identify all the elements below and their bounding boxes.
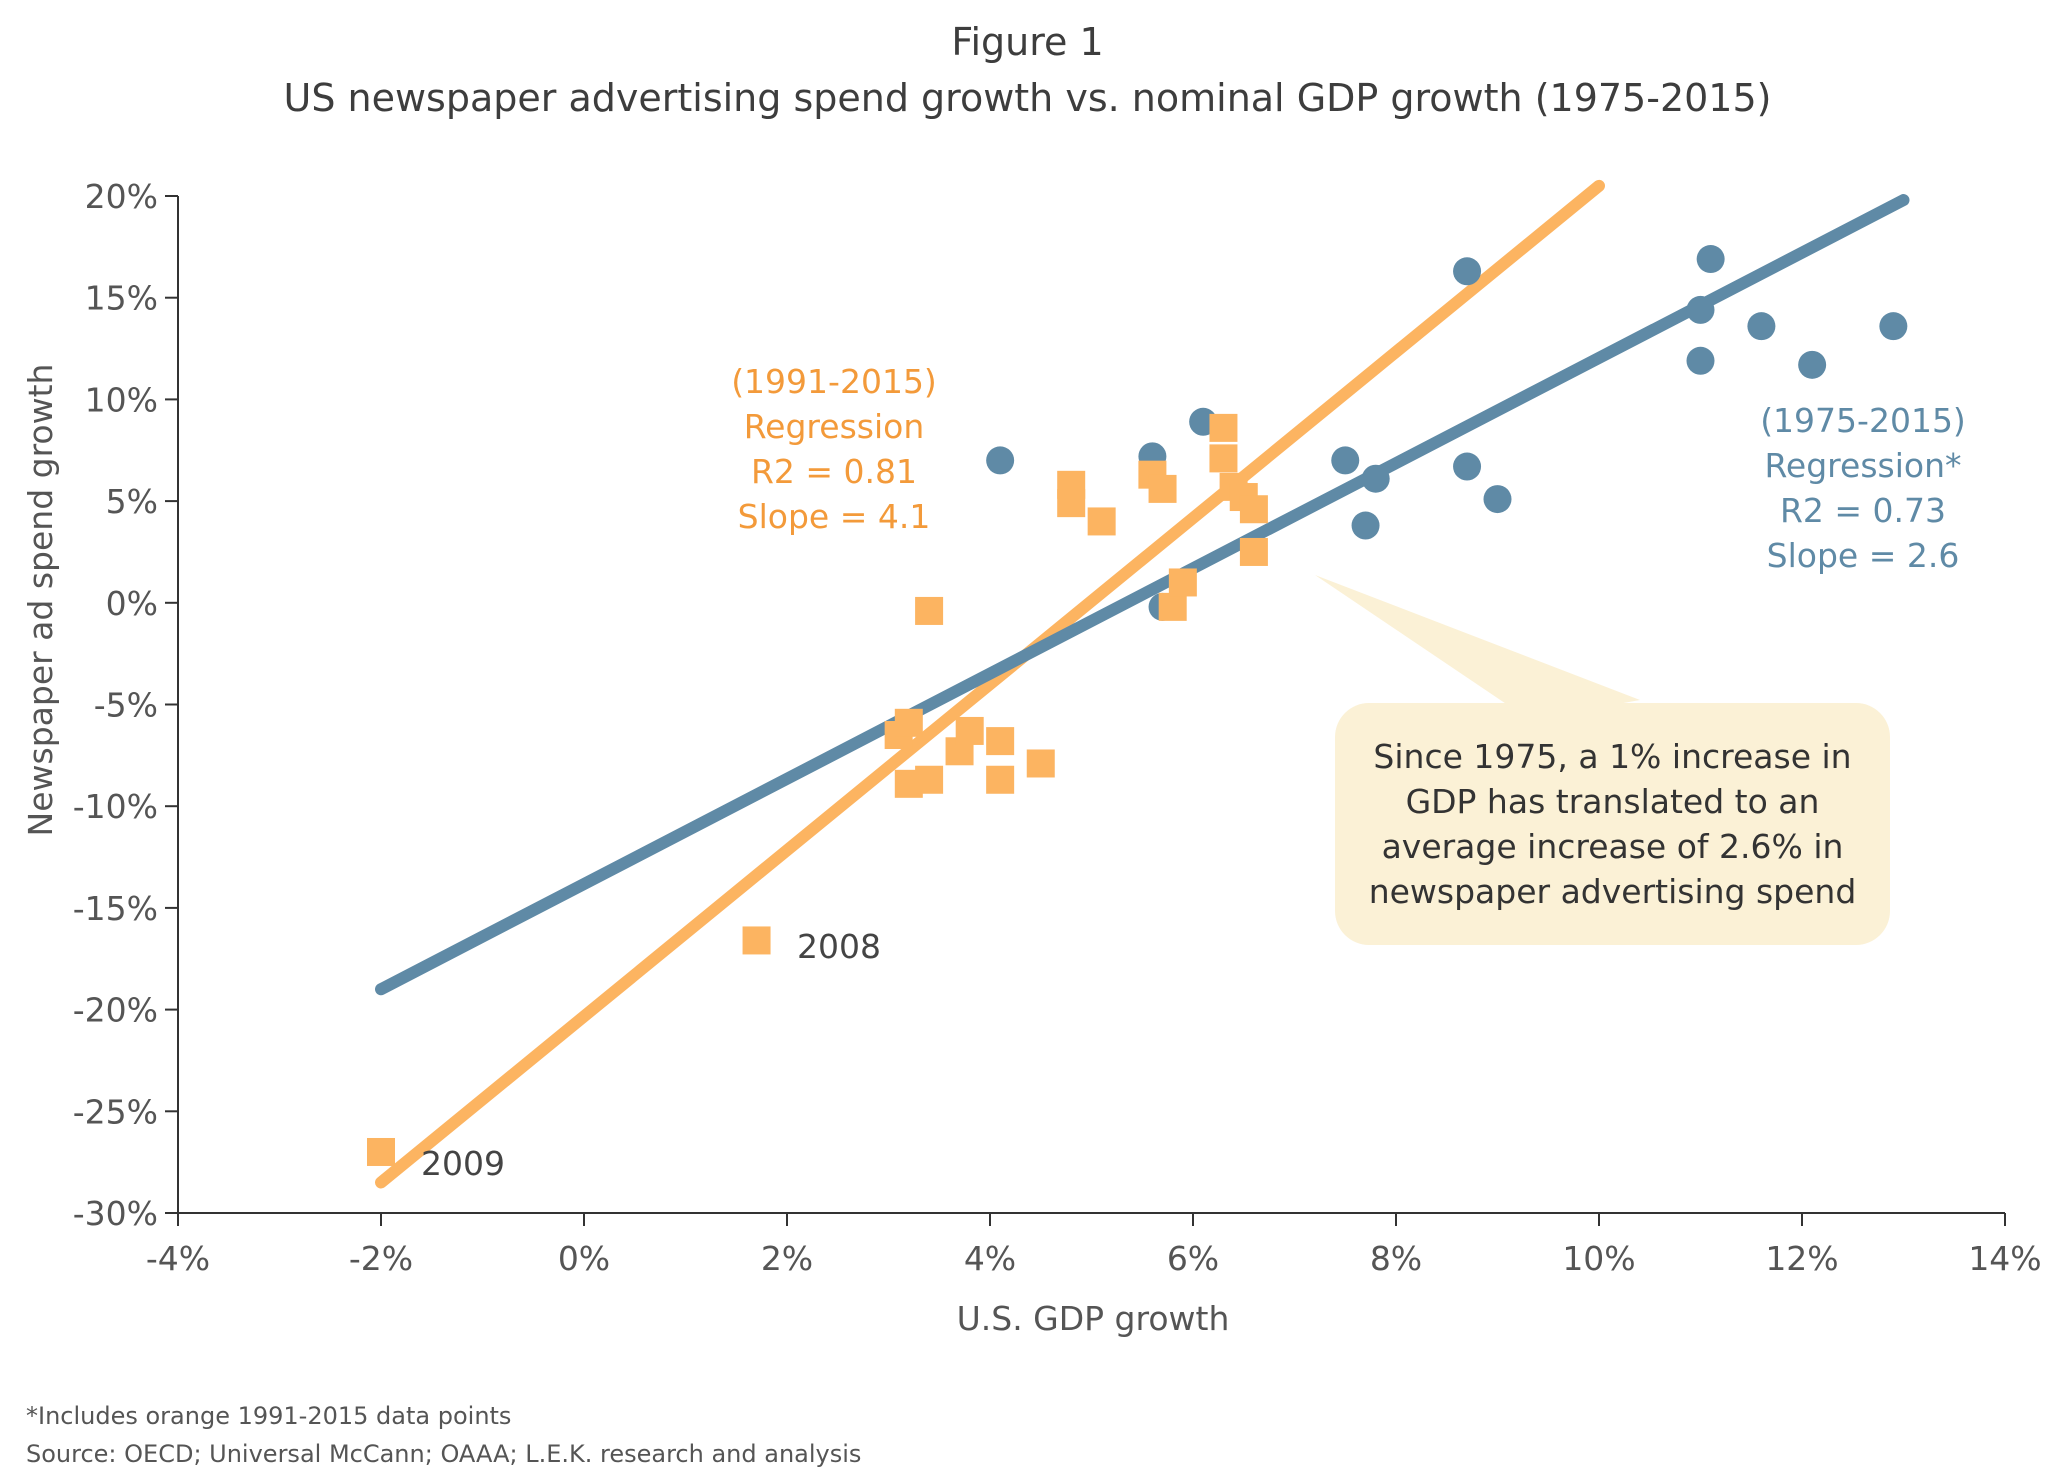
x-axis-title: U.S. GDP growth [957, 1299, 1230, 1338]
orange-data-point [986, 727, 1015, 756]
orange-data-point [894, 708, 923, 737]
x-tick-label: -4% [146, 1239, 210, 1278]
blue-data-point [1453, 257, 1482, 286]
y-tick-label: -5% [94, 686, 158, 725]
blue-data-point [1331, 446, 1360, 475]
label-2009: 2009 [421, 1144, 505, 1183]
y-axis-title: Newspaper ad spend growth [21, 364, 60, 837]
data-points [367, 245, 1908, 1166]
orange-data-point [1209, 444, 1238, 473]
orange-data-point [915, 765, 944, 794]
orange-data-point [986, 765, 1015, 794]
blue-data-point [1686, 346, 1715, 375]
x-tick-label: 14% [1968, 1239, 2041, 1278]
blue-annotation-line-2: Regression* [1764, 446, 1961, 485]
callout-line-2: GDP has translated to an [1405, 782, 1820, 821]
y-tick-label: -20% [73, 991, 158, 1030]
orange-data-point [1026, 749, 1055, 778]
orange-annotation-line-1: (1991-2015) [731, 362, 937, 401]
orange-regression-line [375, 179, 1605, 1189]
footnote-note: *Includes orange 1991-2015 data points [26, 1402, 512, 1430]
orange-data-point [1168, 568, 1197, 597]
y-tick-label: 20% [85, 177, 158, 216]
regression-lines [375, 179, 1910, 1189]
y-tick-label: 10% [85, 380, 158, 419]
callout-line-3: average increase of 2.6% in [1381, 827, 1844, 866]
callout-pointer [1315, 575, 1640, 720]
orange-data-point [742, 926, 771, 955]
orange-annotation-line-3: R2 = 0.81 [751, 452, 917, 491]
y-tick-label: -30% [73, 1194, 158, 1233]
axes: 20% 15% 10% 5% 0% -5% -10% -15% -20% -25% -30% -4% -… [73, 177, 2042, 1278]
blue-data-point [1483, 485, 1512, 514]
orange-data-point [915, 596, 944, 625]
orange-annotation-line-4: Slope = 4.1 [738, 497, 931, 536]
label-2008: 2008 [797, 927, 881, 966]
callout-line-4: newspaper advertising spend [1368, 872, 1857, 911]
blue-data-point [1696, 245, 1725, 274]
orange-data-point [1239, 495, 1268, 524]
footnote-source: Source: OECD; Universal McCann; OAAA; L.… [26, 1440, 862, 1468]
orange-data-point [367, 1137, 395, 1166]
callout-box: Since 1975, a 1% increase in GDP has tra… [1335, 703, 1890, 945]
orange-data-point [1148, 474, 1177, 503]
x-tick-label: 10% [1562, 1239, 1635, 1278]
x-tick-label: 4% [964, 1239, 1016, 1278]
blue-data-point [1798, 350, 1827, 379]
x-tick-label: -2% [349, 1239, 413, 1278]
orange-data-point [1158, 592, 1187, 621]
blue-data-point [1351, 511, 1380, 540]
orange-data-point [955, 716, 984, 745]
y-tick-label: -25% [73, 1092, 158, 1131]
blue-regression-line [375, 194, 1910, 996]
orange-data-point [1209, 413, 1238, 442]
x-tick-label: 0% [558, 1239, 610, 1278]
blue-data-point [1361, 464, 1390, 493]
blue-annotation-line-3: R2 = 0.73 [1780, 491, 1946, 530]
blue-data-point [986, 446, 1015, 475]
blue-data-point [1686, 295, 1715, 324]
orange-data-point [1239, 537, 1268, 566]
blue-annotation-line-1: (1975-2015) [1760, 401, 1966, 440]
y-tick-label: -10% [73, 787, 158, 826]
y-tick-label: -15% [73, 889, 158, 928]
y-tick-label: 15% [85, 279, 158, 318]
blue-data-point [1747, 312, 1776, 341]
orange-annotation-line-2: Regression [744, 407, 925, 446]
x-tick-label: 6% [1167, 1239, 1219, 1278]
figure-title: US newspaper advertising spend growth vs… [283, 76, 1772, 120]
blue-annotation-line-4: Slope = 2.6 [1767, 536, 1960, 575]
blue-regression-annotation: (1975-2015) Regression* R2 = 0.73 Slope … [1760, 401, 1966, 575]
y-tick-label: 5% [106, 482, 158, 521]
x-tick-label: 8% [1370, 1239, 1422, 1278]
blue-data-point [1453, 452, 1482, 481]
y-tick-label: 0% [106, 584, 158, 623]
orange-regression-annotation: (1991-2015) Regression R2 = 0.81 Slope =… [731, 362, 937, 536]
figure-label: Figure 1 [951, 20, 1104, 64]
blue-data-point [1879, 312, 1908, 341]
orange-data-point [1087, 507, 1116, 536]
orange-data-point [1057, 489, 1086, 518]
x-tick-label: 2% [761, 1239, 813, 1278]
x-tick-label: 12% [1765, 1239, 1838, 1278]
callout-line-1: Since 1975, a 1% increase in [1373, 737, 1852, 776]
